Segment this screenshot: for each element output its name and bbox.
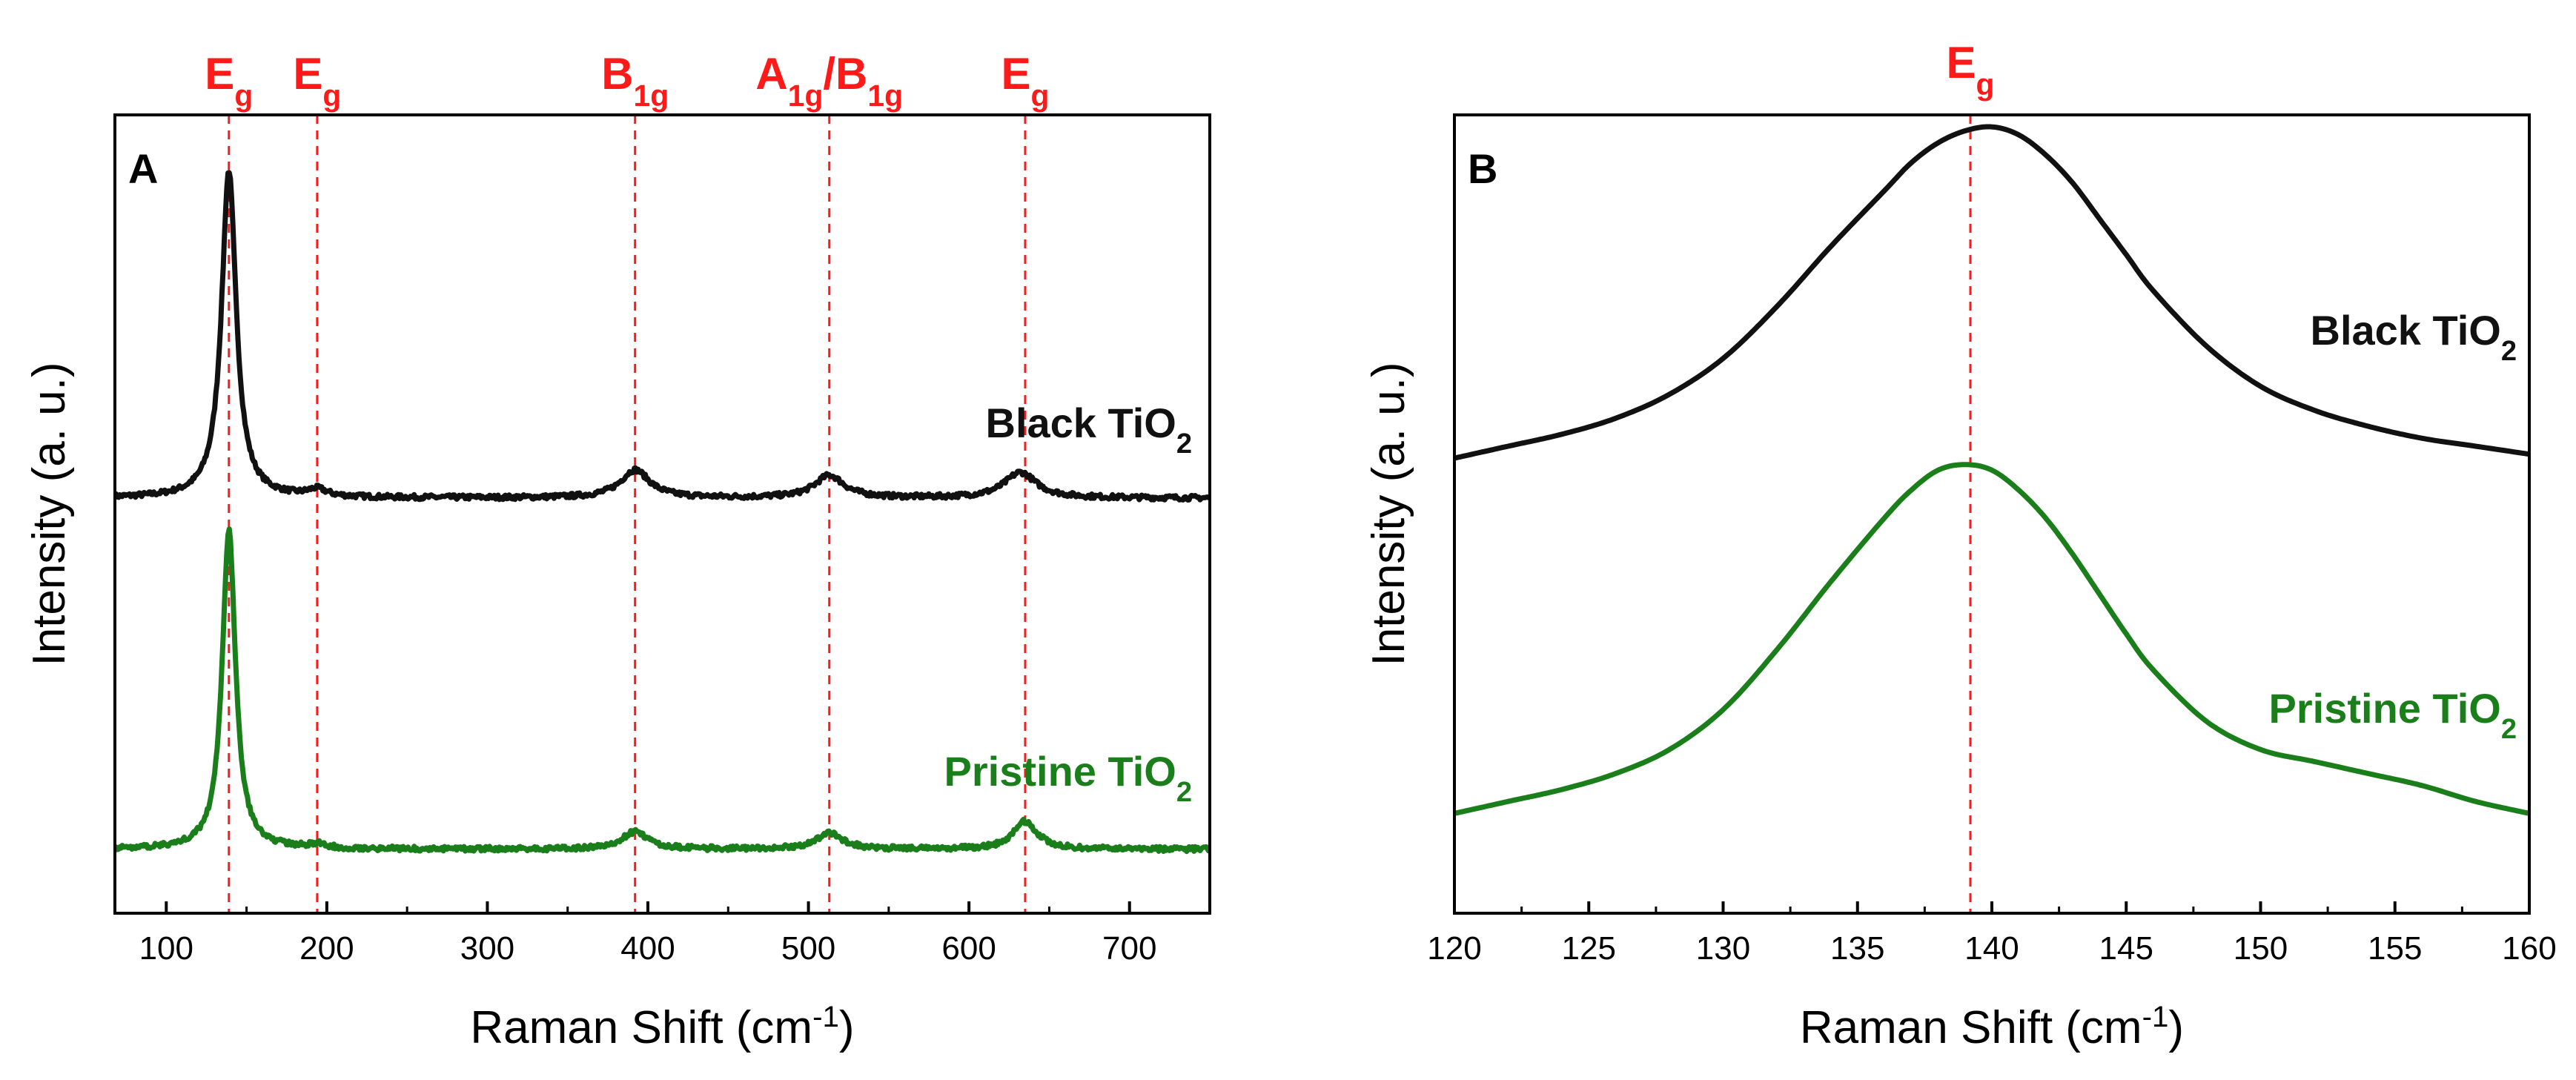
x-axis-label: Raman Shift (cm-1) — [1800, 1000, 2184, 1054]
x-tick-label-1: 125 — [1562, 930, 1616, 967]
reference-label-4: Eg — [1001, 49, 1049, 113]
x-tick-label-6: 150 — [2234, 930, 2288, 967]
reference-label-0: Eg — [205, 49, 253, 113]
x-tick-label-3: 400 — [620, 930, 675, 967]
y-axis-label: Intensity (a. u.) — [24, 362, 75, 666]
series-label-1: Pristine TiO2 — [2269, 685, 2517, 745]
x-tick-label-0: 100 — [139, 930, 193, 967]
panel-label: A — [128, 145, 158, 192]
x-tick-label-4: 140 — [1964, 930, 2019, 967]
panel-label: B — [1468, 145, 1497, 192]
panel-b: Eg Black TiO2 Pristine TiO2 120 125 130 135 140… — [1363, 38, 2557, 1053]
series-label-0: Black TiO2 — [2311, 307, 2517, 367]
x-axis-label: Raman Shift (cm-1) — [470, 1000, 854, 1054]
x-tick-label-0: 120 — [1427, 930, 1481, 967]
x-tick-label-3: 135 — [1830, 930, 1884, 967]
series-line-0 — [115, 170, 1210, 503]
reference-label-1: Eg — [293, 49, 341, 113]
y-axis-label: Intensity (a. u.) — [1363, 362, 1414, 666]
x-tick-label-5: 145 — [2099, 930, 2153, 967]
series-line-0 — [1454, 124, 2529, 461]
plot-frame — [113, 113, 1211, 915]
panel-a: Eg Eg B1g A1g/B1g Eg Black TiO2 Pristine TiO2 1… — [24, 49, 1211, 1054]
x-tick-label-8: 160 — [2502, 930, 2556, 967]
reference-label-3: A1g/B1g — [755, 49, 903, 113]
x-tick-label-7: 155 — [2368, 930, 2422, 967]
x-tick-label-1: 200 — [299, 930, 354, 967]
plot-frame — [1453, 113, 2531, 915]
series-line-1 — [1454, 462, 2529, 816]
x-tick-label-6: 700 — [1102, 930, 1156, 967]
reference-label-0: Eg — [1947, 38, 1995, 102]
reference-label-2: B1g — [601, 49, 669, 113]
x-tick-label-2: 130 — [1696, 930, 1750, 967]
series-label-0: Black TiO2 — [986, 400, 1193, 460]
series-line-1 — [115, 526, 1210, 855]
x-tick-label-5: 600 — [941, 930, 996, 967]
x-tick-label-2: 300 — [460, 930, 514, 967]
x-tick-label-4: 500 — [781, 930, 835, 967]
series-label-1: Pristine TiO2 — [944, 748, 1192, 808]
